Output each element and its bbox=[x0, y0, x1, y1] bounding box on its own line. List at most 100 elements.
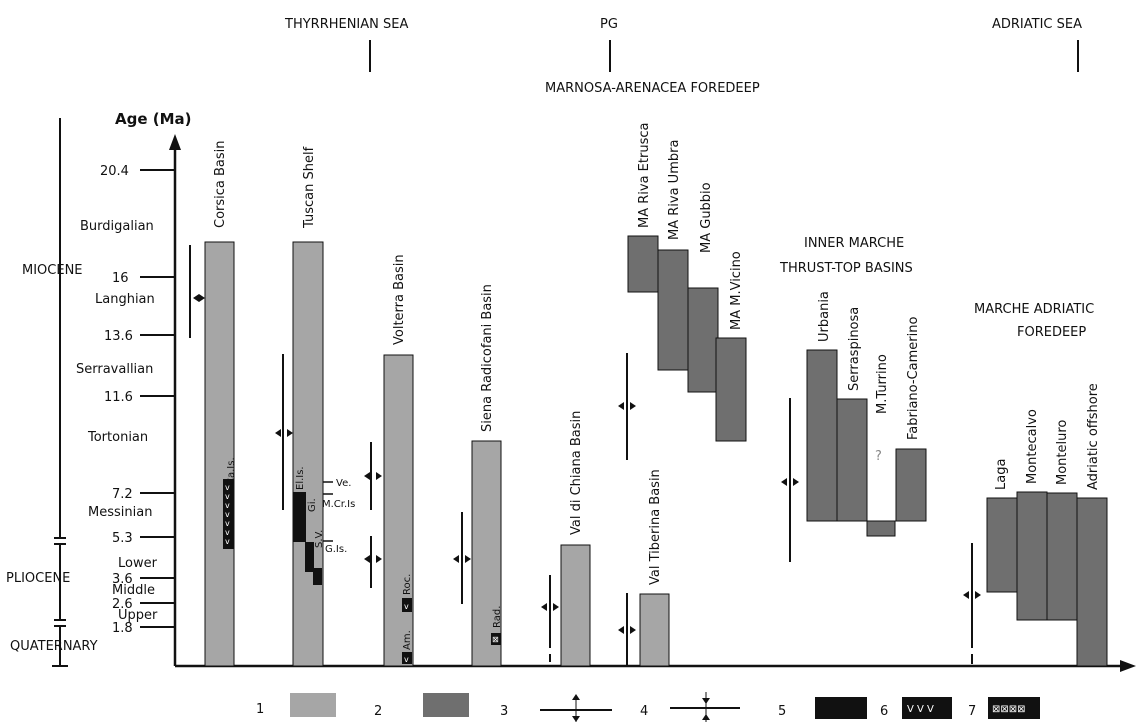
legend-7-swatch bbox=[988, 697, 1040, 719]
legend-4-number: 4 bbox=[640, 704, 648, 719]
tyrrhenian-sea-label: THYRRHENIAN SEA bbox=[284, 17, 408, 32]
roc-evaporite bbox=[402, 598, 412, 612]
tick-2-6: 2.6 bbox=[112, 597, 133, 612]
legend-5-number: 5 bbox=[778, 704, 786, 719]
corsica-basin-label: Corsica Basin bbox=[213, 140, 228, 228]
legend-4-symbol bbox=[670, 692, 740, 722]
tick-7-2: 7.2 bbox=[112, 487, 133, 502]
inner-marche-label-1: INNER MARCHE bbox=[804, 236, 904, 251]
volterra-basin-label: Volterra Basin bbox=[392, 254, 407, 345]
chiana-basin-label: Val di Chiana Basin bbox=[569, 411, 584, 535]
fabriano-bar bbox=[895, 448, 927, 522]
ve-label: Ve. bbox=[336, 478, 351, 489]
ma-gubbio-bar bbox=[687, 287, 719, 393]
age-axis-arrow bbox=[169, 134, 181, 150]
ma-arrows bbox=[618, 402, 636, 410]
adriatic-offshore-bar bbox=[1076, 497, 1108, 667]
fabriano-label: Fabriano-Camerino bbox=[906, 317, 921, 440]
pliocene-label: PLIOCENE bbox=[6, 571, 70, 586]
serraspinosa-label: Serraspinosa bbox=[847, 307, 862, 391]
ma-etrusca-label: MA Riva Etrusca bbox=[637, 123, 652, 228]
inner-marche-arrows bbox=[781, 478, 799, 486]
ma-umbra-label: MA Riva Umbra bbox=[667, 140, 682, 240]
legend-3-number: 3 bbox=[500, 704, 508, 719]
legend-6-swatch bbox=[902, 697, 952, 719]
rad-evaporite bbox=[491, 633, 501, 645]
laga-bar bbox=[986, 497, 1018, 593]
chiana-arrows bbox=[541, 603, 559, 611]
legend-7-number: 7 bbox=[968, 704, 976, 719]
baseline-arrow bbox=[1120, 660, 1136, 672]
tuscan-shelf-label: Tuscan Shelf bbox=[302, 146, 317, 229]
rad-label: Rad. bbox=[492, 606, 503, 628]
tick-3-6: 3.6 bbox=[112, 572, 133, 587]
legend-6-number: 6 bbox=[880, 704, 888, 719]
urbania-label: Urbania bbox=[817, 291, 832, 342]
legend-6-pattern: V V V bbox=[907, 704, 934, 715]
marnosa-label: MARNOSA-ARENACEA FOREDEEP bbox=[545, 81, 760, 96]
tuscan-arrows bbox=[275, 429, 293, 437]
inner-marche-label-2: THRUST-TOP BASINS bbox=[779, 261, 913, 276]
cais-label: Ca.Is. bbox=[226, 457, 237, 485]
roc-label: Roc. bbox=[402, 574, 413, 595]
siena-basin-label: Siena Radicofani Basin bbox=[480, 284, 495, 432]
legend-7-pattern: ⊠⊠⊠⊠ bbox=[992, 704, 1026, 715]
ma-vicino-label: MA M.Vicino bbox=[729, 251, 744, 330]
stage-tortonian: Tortonian bbox=[87, 430, 148, 445]
age-axis-title: Age (Ma) bbox=[115, 110, 192, 128]
marche-adriatic-label-2: FOREDEEP bbox=[1017, 325, 1086, 340]
ma-gubbio-label: MA Gubbio bbox=[699, 182, 714, 253]
montecalvo-label: Montecalvo bbox=[1025, 409, 1040, 484]
turrino-question: ? bbox=[875, 449, 882, 464]
tick-5-3: 5.3 bbox=[112, 531, 133, 546]
adriatic-offshore-label: Adriatic offshore bbox=[1086, 383, 1101, 490]
tick-16: 16 bbox=[112, 271, 129, 286]
monteluro-bar bbox=[1046, 492, 1078, 621]
legend-1-number: 1 bbox=[256, 702, 264, 717]
legend-2-swatch bbox=[423, 693, 469, 717]
marche-adriatic-arrows bbox=[963, 591, 981, 599]
corsica-basin-bar bbox=[204, 241, 235, 667]
stage-messinian: Messinian bbox=[88, 505, 152, 520]
stage-burdigalian: Burdigalian bbox=[80, 219, 154, 234]
mcris-label: M.Cr.Is bbox=[322, 499, 355, 510]
volterra-arrows-1 bbox=[364, 472, 382, 480]
tiberina-arrows bbox=[618, 626, 636, 634]
sv-label: S.V. bbox=[314, 530, 325, 548]
stage-langhian: Langhian bbox=[95, 292, 155, 307]
serraspinosa-bar bbox=[836, 398, 868, 522]
monteluro-label: Monteluro bbox=[1055, 420, 1070, 485]
am-label: Am. bbox=[402, 630, 413, 650]
marche-adriatic-label-1: MARCHE ADRIATIC bbox=[974, 302, 1094, 317]
am-v: v bbox=[404, 655, 409, 664]
legend: 1 2 3 4 5 6 V V V 7 ⊠⊠⊠⊠ bbox=[256, 692, 1040, 722]
siena-arrows bbox=[453, 555, 471, 563]
pg-label: PG bbox=[600, 17, 618, 32]
stage-upper: Upper bbox=[118, 608, 158, 623]
ma-vicino-bar bbox=[715, 337, 747, 442]
tuscan-shelf-bar bbox=[292, 241, 324, 667]
adriatic-sea-label: ADRIATIC SEA bbox=[992, 17, 1082, 32]
am-evaporite bbox=[402, 652, 412, 664]
gi-label: Gi. bbox=[307, 498, 318, 512]
laga-label: Laga bbox=[994, 459, 1009, 490]
chiana-basin-bar bbox=[560, 544, 591, 667]
tick-20-4: 20.4 bbox=[100, 164, 129, 179]
elis-label: El.Is. bbox=[295, 466, 306, 490]
turrino-label: M.Turrino bbox=[875, 354, 890, 414]
turrino-bar bbox=[866, 520, 896, 537]
roc-v: v bbox=[404, 602, 409, 611]
tuscan-evaporite bbox=[293, 492, 322, 585]
age-ticks bbox=[140, 169, 175, 628]
montecalvo-bar bbox=[1016, 491, 1048, 621]
legend-2-number: 2 bbox=[374, 704, 382, 719]
urbania-bar bbox=[806, 349, 838, 522]
ma-umbra-bar bbox=[657, 249, 689, 371]
siena-basin-bar bbox=[471, 440, 502, 667]
corsica-arrows bbox=[193, 294, 205, 302]
stage-middle: Middle bbox=[112, 583, 155, 598]
volterra-arrows-2 bbox=[364, 555, 382, 563]
legend-5-swatch bbox=[815, 697, 867, 719]
